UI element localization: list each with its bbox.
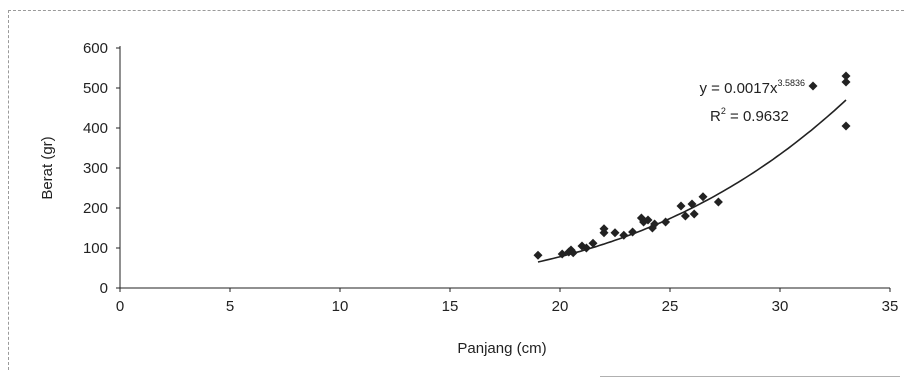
- x-tick-labels: 0 5 10 15 20 25 30 35: [116, 298, 899, 315]
- x-tick-label: 0: [116, 298, 124, 315]
- data-point: [687, 199, 697, 209]
- data-point: [588, 238, 598, 248]
- data-point: [841, 71, 851, 81]
- trendline-curve: [537, 99, 847, 263]
- trendline-equation: y = 0.0017x3.5836: [699, 78, 805, 97]
- data-points: [533, 71, 851, 260]
- y-tick-label: 100: [83, 240, 108, 257]
- trendline: [537, 99, 847, 263]
- y-tick-labels: 0 100 200 300 400 500 600: [83, 40, 108, 297]
- frame-top-edge: [8, 10, 904, 11]
- x-tick-label: 30: [772, 298, 789, 315]
- data-point: [698, 192, 708, 202]
- data-point: [599, 228, 609, 238]
- r-squared-value: = 0.9632: [726, 108, 789, 125]
- frame-bottom-edge: [600, 376, 900, 377]
- x-tick-label: 10: [332, 298, 349, 315]
- y-tick-label: 300: [83, 160, 108, 177]
- r-squared-symbol: R: [710, 108, 721, 125]
- data-point: [680, 211, 690, 221]
- x-tick-label: 15: [442, 298, 459, 315]
- y-tick-label: 500: [83, 80, 108, 97]
- data-point: [557, 249, 567, 259]
- data-point: [628, 227, 638, 237]
- data-point: [581, 243, 591, 253]
- data-point: [643, 215, 653, 225]
- x-tick-label: 5: [226, 298, 234, 315]
- trendline-equation-exponent: 3.5836: [777, 78, 805, 88]
- data-point: [610, 228, 620, 238]
- y-axis-title: Berat (gr): [39, 136, 56, 199]
- data-point: [689, 209, 699, 219]
- x-axis: [119, 287, 891, 292]
- data-point: [661, 217, 671, 227]
- y-tick-label: 600: [83, 40, 108, 57]
- y-axis: [116, 46, 121, 289]
- trendline-equation-base: y = 0.0017x: [699, 80, 777, 97]
- frame-left-edge: [8, 10, 9, 370]
- data-point: [533, 250, 543, 260]
- data-point: [676, 201, 686, 211]
- x-tick-label: 25: [662, 298, 679, 315]
- data-point: [841, 121, 851, 131]
- y-tick-label: 200: [83, 200, 108, 217]
- y-tick-label: 400: [83, 120, 108, 137]
- data-point: [713, 197, 723, 207]
- data-point: [808, 81, 818, 91]
- data-point: [568, 248, 578, 258]
- data-point: [650, 219, 660, 229]
- data-point: [619, 230, 629, 240]
- data-point: [841, 77, 851, 87]
- x-axis-title: Panjang (cm): [457, 340, 546, 357]
- x-tick-label: 20: [552, 298, 569, 315]
- r-squared-exponent: 2: [721, 106, 726, 116]
- trendline-r-squared: R2 = 0.9632: [710, 106, 789, 125]
- x-tick-label: 35: [882, 298, 899, 315]
- y-tick-label: 0: [100, 280, 108, 297]
